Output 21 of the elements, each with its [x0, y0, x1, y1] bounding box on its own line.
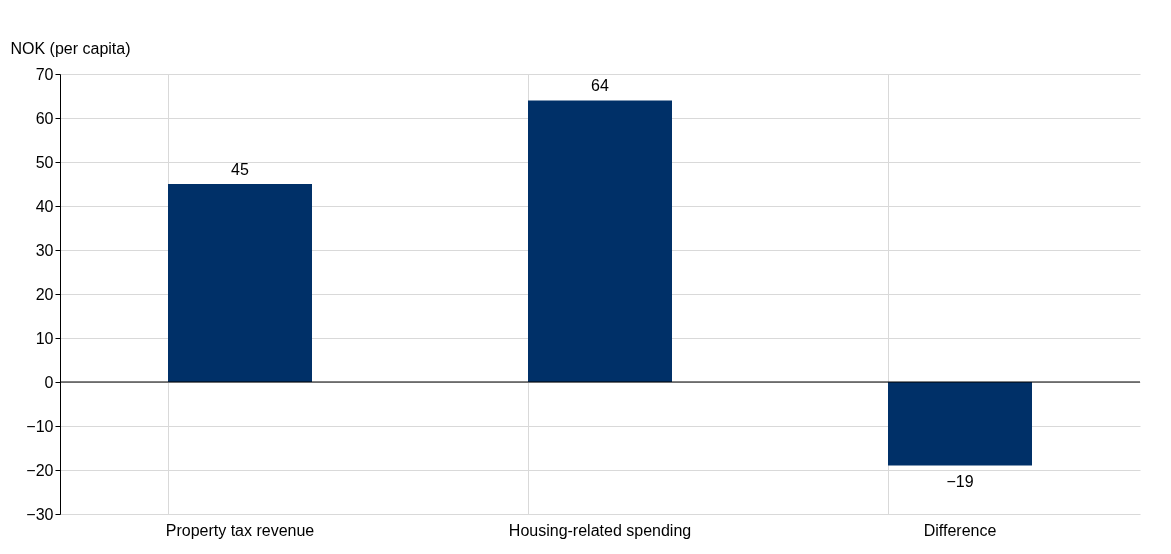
y-tick-label: 40 [35, 197, 54, 215]
x-tick-label: Property tax revenue [165, 521, 315, 539]
y-tick-label: 60 [35, 109, 54, 127]
bar [528, 100, 672, 382]
bar [168, 184, 312, 382]
data-label: −19 [946, 472, 974, 490]
data-label: 64 [591, 77, 609, 95]
bar [888, 382, 1032, 466]
data-label: 45 [231, 161, 249, 178]
y-tick-label: 30 [35, 241, 54, 259]
y-tick-label: 0 [44, 373, 54, 391]
y-tick-label: 70 [35, 65, 54, 83]
y-tick-label: 10 [35, 329, 54, 347]
y-tick-label: −20 [26, 461, 54, 479]
y-tick-label: −10 [26, 417, 54, 435]
y-tick-label: −30 [26, 505, 54, 523]
y-axis-title: NOK (per capita) [10, 39, 131, 57]
x-tick-label: Housing-related spending [508, 521, 692, 539]
y-tick-label: 20 [35, 285, 54, 303]
x-tick-label: Difference [923, 521, 997, 539]
y-tick-label: 50 [35, 153, 54, 171]
